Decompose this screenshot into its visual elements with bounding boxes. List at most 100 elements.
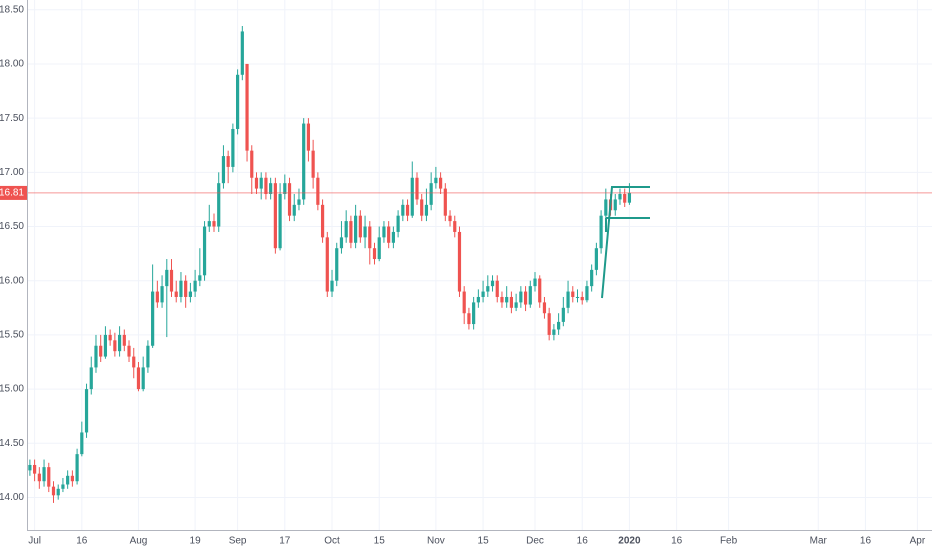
y-tick-label: 18.50 — [0, 4, 24, 15]
candle-body — [259, 177, 263, 189]
x-tick-label: Dec — [526, 536, 544, 547]
candle-body — [28, 464, 32, 471]
candle-body — [316, 177, 320, 205]
candle-body — [236, 74, 240, 129]
y-tick-label: 14.00 — [0, 492, 24, 503]
candle-body — [273, 183, 277, 249]
candle-body — [160, 286, 164, 303]
candle-body — [292, 204, 296, 216]
candle-body — [571, 291, 575, 297]
candle-body — [382, 226, 386, 238]
candle-body — [250, 150, 254, 178]
candles — [28, 26, 932, 503]
candle-body — [84, 389, 89, 433]
drawing-line — [601, 186, 650, 299]
y-tick-label: 17.50 — [0, 113, 24, 124]
grid — [28, 0, 932, 530]
candle-body — [599, 215, 603, 249]
candle-body — [297, 199, 301, 205]
candle-body — [132, 356, 136, 368]
x-tick-label: 16 — [860, 536, 872, 547]
axis-labels: 14.00 14.50 15.00 15.50 16.00 16.50 17.00 17.50… — [0, 4, 926, 547]
candle-body — [538, 278, 542, 303]
candle-body — [141, 367, 145, 390]
candle-body — [405, 204, 410, 216]
candle-body — [221, 156, 226, 184]
candle-body — [585, 286, 589, 301]
candle-body — [75, 454, 79, 482]
candle-body — [453, 221, 457, 232]
candle-body — [33, 464, 37, 474]
candle-body — [429, 183, 433, 205]
candle-body — [514, 302, 518, 308]
candle-body — [325, 237, 329, 292]
candle-body — [193, 280, 197, 292]
candle-body — [42, 467, 46, 482]
x-tick-label: Apr — [910, 536, 926, 547]
candle-body — [500, 296, 504, 303]
candle-body — [108, 334, 112, 341]
candle-body — [349, 221, 353, 243]
candle-body — [330, 280, 334, 292]
candle-body — [561, 307, 565, 322]
candle-body — [580, 296, 584, 301]
candle-body — [448, 215, 452, 222]
y-tick-label: 14.50 — [0, 438, 24, 449]
candle-body — [254, 177, 259, 189]
x-tick-label: Nov — [427, 536, 445, 547]
x-tick-label: 15 — [374, 536, 386, 547]
candle-body — [613, 199, 617, 211]
candle-body — [37, 473, 41, 482]
candle-body — [207, 221, 211, 227]
candle-body — [278, 194, 282, 249]
candle-body — [533, 278, 537, 287]
candle-body — [401, 204, 405, 216]
candle-body — [99, 345, 103, 357]
candle-body — [127, 345, 131, 357]
candle-body — [354, 215, 358, 243]
candle-body — [344, 221, 348, 238]
candle-body — [306, 123, 311, 151]
candle-body — [151, 291, 155, 346]
x-tick-label: Feb — [720, 536, 738, 547]
candle-body — [231, 128, 235, 167]
candle-body — [51, 486, 56, 496]
x-tick-label: 16 — [577, 536, 589, 547]
candle-body — [552, 329, 556, 335]
candle-body — [462, 291, 466, 314]
x-tick-label: Aug — [130, 536, 148, 547]
candle-body — [66, 475, 70, 485]
candle-body — [566, 291, 570, 308]
candle-body — [217, 183, 221, 227]
candle-body — [155, 291, 159, 303]
candle-body — [396, 215, 400, 232]
candle-body — [438, 177, 443, 189]
candle-body — [372, 248, 377, 260]
candle-body — [70, 475, 74, 482]
candle-body — [523, 291, 528, 305]
y-tick-label: 17.00 — [0, 167, 24, 178]
candle-body — [410, 177, 414, 216]
x-tick-label: 16 — [671, 536, 683, 547]
y-tick-label: 16.50 — [0, 221, 24, 232]
last-price-label: 16.81 — [0, 188, 24, 199]
candle-body — [594, 248, 598, 270]
candle-body — [302, 123, 306, 200]
candle-body — [335, 248, 339, 281]
candle-body — [575, 296, 580, 298]
candle-body — [528, 286, 532, 305]
candle-body — [56, 488, 60, 496]
candle-body — [89, 367, 93, 390]
candle-body — [547, 313, 551, 335]
candle-body — [240, 31, 244, 75]
candle-body — [146, 345, 150, 368]
candle-body — [188, 291, 192, 297]
candle-body — [184, 280, 188, 297]
candle-body — [490, 280, 495, 287]
x-tick-label: Sep — [229, 536, 247, 547]
candle-body — [443, 188, 447, 216]
candle-body — [179, 280, 183, 297]
candle-body — [47, 467, 51, 487]
